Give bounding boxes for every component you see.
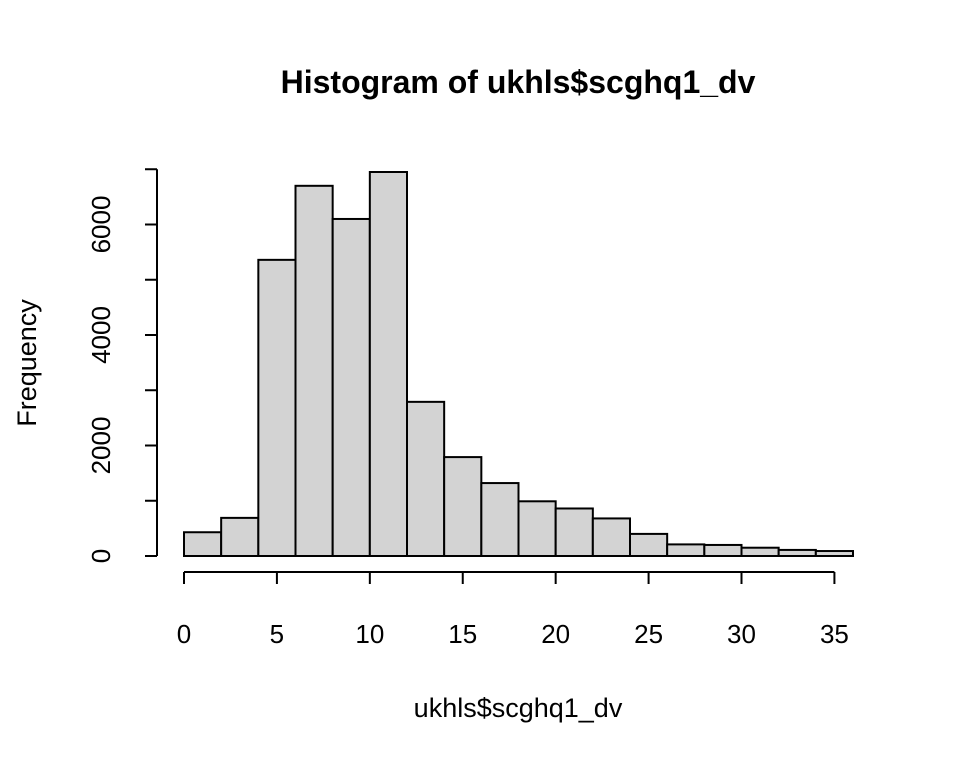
x-tick-label: 25 xyxy=(634,619,663,649)
y-tick-label: 2000 xyxy=(86,417,116,475)
x-tick-label: 20 xyxy=(541,619,570,649)
y-axis-label: Frequency xyxy=(12,299,42,427)
histogram-bar xyxy=(406,400,446,557)
histogram-bar xyxy=(629,532,669,558)
histogram-bar xyxy=(740,546,780,557)
histogram-bar xyxy=(517,500,557,557)
x-tick-label: 10 xyxy=(355,619,384,649)
x-tick-label: 35 xyxy=(820,619,849,649)
histogram-bar xyxy=(183,531,223,557)
y-axis: 0 2000 4000 6000 xyxy=(86,168,158,563)
chart-title: Histogram of ukhls$scghq1_dv xyxy=(281,64,756,100)
histogram-bar xyxy=(331,217,371,558)
y-tick-label: 6000 xyxy=(86,196,116,254)
histogram-bar xyxy=(294,184,334,557)
x-tick-label: 15 xyxy=(448,619,477,649)
histogram-bar xyxy=(480,482,520,557)
x-tick-label: 0 xyxy=(177,619,191,649)
x-tick-label: 5 xyxy=(270,619,284,649)
histogram-bar xyxy=(666,543,706,557)
histogram-bar xyxy=(554,507,594,558)
x-axis: 0 5 10 15 20 25 30 35 xyxy=(177,571,849,649)
histogram-bar xyxy=(257,258,297,557)
histogram-bar xyxy=(443,456,483,557)
bars-group xyxy=(183,171,854,558)
x-axis-label: ukhls$scghq1_dv xyxy=(414,693,623,723)
histogram-bar xyxy=(703,543,743,558)
histogram-bar xyxy=(814,550,854,558)
x-tick-label: 30 xyxy=(727,619,756,649)
histogram-bar xyxy=(220,516,260,558)
histogram-bar xyxy=(368,171,409,557)
y-tick-label: 4000 xyxy=(86,306,116,364)
y-tick-label: 0 xyxy=(86,549,116,563)
histogram-bar xyxy=(777,548,817,557)
histogram-bar xyxy=(591,517,631,557)
